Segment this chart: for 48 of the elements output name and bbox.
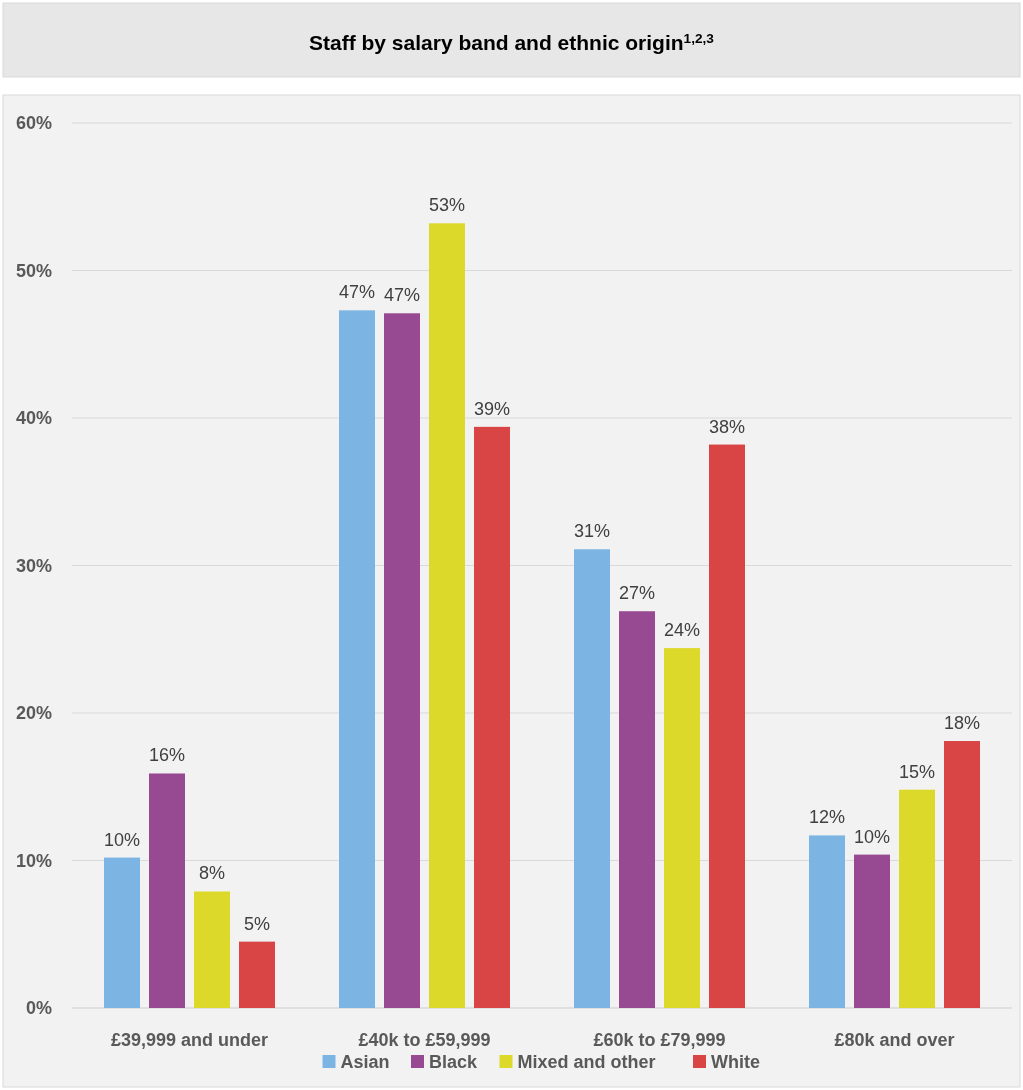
x-tick-label: £80k and over: [834, 1030, 955, 1050]
bar: [149, 773, 185, 1008]
bar: [944, 741, 980, 1008]
legend-label: Black: [429, 1052, 479, 1072]
bar: [194, 891, 230, 1008]
bar: [809, 835, 845, 1008]
data-label: 39%: [473, 398, 511, 419]
legend-label: Mixed and other: [517, 1052, 656, 1072]
data-label: 15%: [898, 761, 936, 782]
bar: [709, 444, 745, 1008]
data-label: 47%: [383, 285, 421, 306]
data-label: 10%: [103, 829, 141, 850]
y-tick-label: 20%: [15, 703, 52, 723]
data-label: 5%: [243, 913, 271, 934]
bar: [384, 313, 420, 1008]
legend-label: Asian: [340, 1052, 390, 1072]
data-label: 16%: [148, 745, 186, 766]
x-tick-label: £60k to £79,999: [593, 1030, 726, 1050]
bar: [854, 854, 890, 1008]
data-label: 47%: [338, 282, 376, 303]
y-tick-label: 10%: [15, 850, 52, 871]
data-label: 10%: [853, 826, 891, 847]
chart-title: Staff by salary band and ethnic origin$^{1,2,3}$: [309, 30, 715, 54]
x-tick-label: £40k to £59,999: [358, 1030, 491, 1050]
bar: [664, 648, 700, 1008]
y-tick-label: 30%: [15, 555, 52, 576]
data-label: 38%: [708, 416, 746, 437]
x-tick-label: £39,999 and under: [110, 1030, 269, 1050]
bar: [619, 611, 655, 1008]
data-label: 8%: [198, 863, 226, 884]
bar: [899, 789, 935, 1008]
data-label: 24%: [663, 620, 701, 641]
bar: [239, 941, 275, 1008]
data-label: 18%: [943, 713, 981, 734]
legend-label: White: [711, 1052, 760, 1072]
bar: [339, 310, 375, 1008]
y-tick-label: 60%: [15, 113, 52, 133]
bar: [474, 426, 510, 1008]
bar: [574, 549, 610, 1008]
data-label: 31%: [573, 521, 611, 542]
y-tick-label: 0%: [25, 998, 52, 1018]
data-label: 53%: [428, 195, 466, 216]
bar: [429, 223, 465, 1008]
y-tick-label: 50%: [15, 260, 52, 281]
data-label: 12%: [808, 807, 846, 828]
y-tick-label: 40%: [15, 408, 52, 428]
bar: [104, 857, 140, 1008]
data-label: 27%: [618, 583, 656, 604]
